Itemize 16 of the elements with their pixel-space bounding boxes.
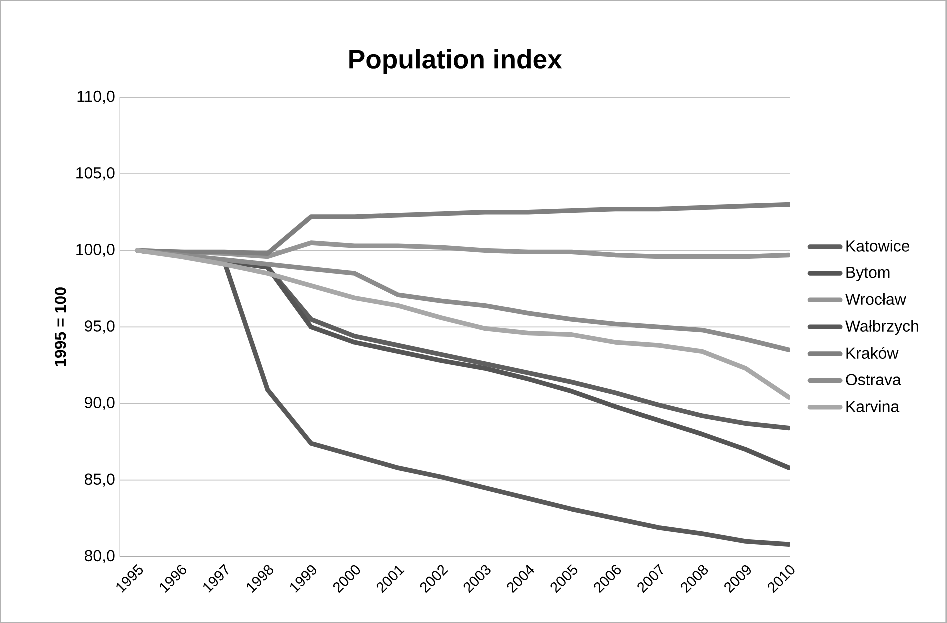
legend-label: Bytom bbox=[846, 266, 890, 282]
legend-label: Wrocław bbox=[846, 293, 906, 305]
y-tick-label: 95,0 bbox=[85, 320, 115, 334]
legend-label: Ostrava bbox=[846, 374, 902, 386]
y-tick-label: 110,0 bbox=[78, 90, 115, 104]
y-tick-label: 100,0 bbox=[76, 244, 115, 258]
chart-title: Population index bbox=[350, 49, 562, 74]
y-tick-label: 105,0 bbox=[76, 167, 115, 180]
legend-label: Wałbrzych bbox=[846, 320, 918, 335]
y-tick-label: 85,0 bbox=[84, 474, 115, 487]
y-tick-label: 90,0 bbox=[85, 396, 115, 410]
y-tick-label: 80,0 bbox=[84, 550, 115, 564]
legend-label: Kraków bbox=[846, 346, 899, 359]
y-axis-title: 1995 = 100 bbox=[54, 287, 66, 366]
legend-label: Karvina bbox=[846, 400, 900, 412]
legend-label: Katowice bbox=[846, 240, 910, 252]
